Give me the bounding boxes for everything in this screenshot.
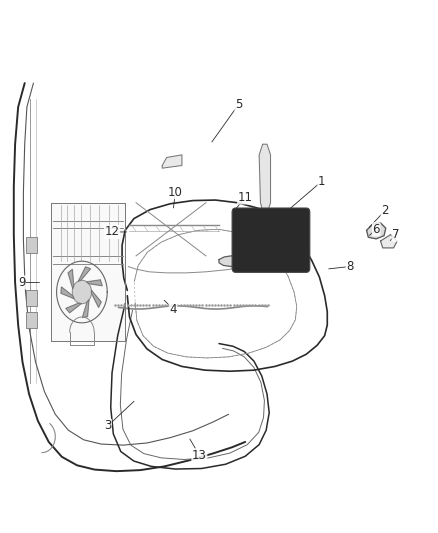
Polygon shape bbox=[72, 280, 92, 304]
Polygon shape bbox=[219, 256, 241, 266]
Polygon shape bbox=[87, 280, 102, 286]
Text: 12: 12 bbox=[105, 225, 120, 238]
Polygon shape bbox=[68, 269, 74, 288]
Bar bbox=[26, 290, 37, 306]
Polygon shape bbox=[61, 287, 74, 298]
Text: 1: 1 bbox=[318, 175, 325, 188]
Text: 8: 8 bbox=[346, 260, 353, 273]
Polygon shape bbox=[162, 155, 182, 168]
Text: 5: 5 bbox=[235, 98, 242, 111]
Polygon shape bbox=[259, 144, 271, 213]
Polygon shape bbox=[381, 235, 397, 248]
Bar bbox=[26, 237, 37, 253]
Polygon shape bbox=[78, 267, 91, 281]
Text: 10: 10 bbox=[168, 185, 183, 199]
Polygon shape bbox=[92, 290, 101, 308]
Polygon shape bbox=[51, 203, 125, 341]
Polygon shape bbox=[66, 303, 81, 313]
Text: 13: 13 bbox=[192, 449, 207, 462]
Text: 4: 4 bbox=[170, 303, 177, 316]
Text: 2: 2 bbox=[381, 204, 389, 217]
Polygon shape bbox=[281, 224, 297, 237]
Text: 3: 3 bbox=[104, 419, 111, 432]
Bar bbox=[26, 312, 37, 328]
Polygon shape bbox=[367, 223, 386, 239]
Text: 11: 11 bbox=[238, 191, 253, 204]
Polygon shape bbox=[82, 300, 89, 318]
Text: 7: 7 bbox=[392, 228, 399, 241]
FancyBboxPatch shape bbox=[232, 208, 310, 272]
Text: 6: 6 bbox=[372, 223, 380, 236]
Text: 9: 9 bbox=[18, 276, 25, 289]
